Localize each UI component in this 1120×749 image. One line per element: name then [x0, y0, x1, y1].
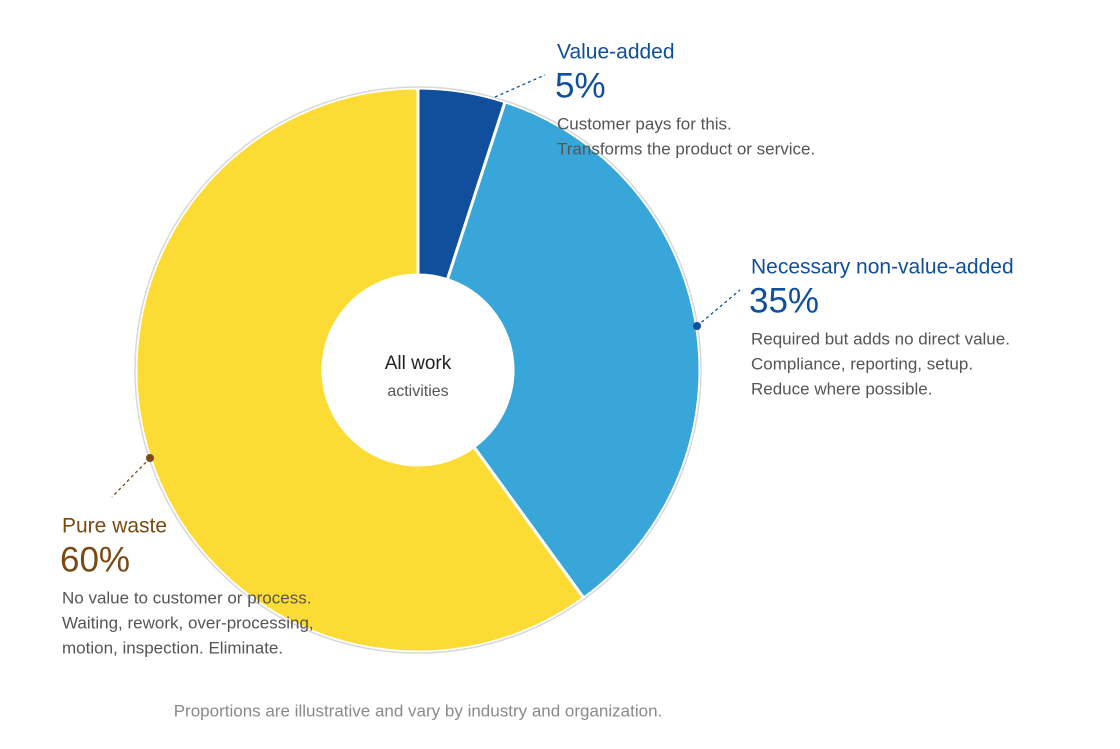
footnote: Proportions are illustrative and vary by…: [174, 701, 663, 720]
donut-outline: [134, 86, 702, 654]
label-description: Reduce where possible.: [751, 379, 932, 398]
label-description: Compliance, reporting, setup.: [751, 354, 973, 373]
leader-line: [696, 289, 741, 327]
label-name: Pure waste: [62, 515, 167, 538]
slice: [134, 86, 586, 654]
leader-dot: [146, 454, 154, 462]
donut: [134, 86, 702, 654]
label-name: Value-added: [557, 41, 675, 64]
center-subtitle: activities: [387, 383, 448, 400]
leader-line: [111, 457, 151, 498]
slice: [445, 99, 702, 601]
leader-dot: [693, 322, 701, 330]
label-description: Customer pays for this.: [557, 114, 732, 133]
label-description: motion, inspection. Eliminate.: [62, 638, 283, 657]
label-percent: 60%: [60, 540, 130, 579]
label-description: Transforms the product or service.: [557, 139, 815, 158]
label-description: Waiting, rework, over-processing,: [62, 613, 314, 632]
label-name: Necessary non-value-added: [751, 256, 1014, 279]
label-description: No value to customer or process.: [62, 588, 311, 607]
center-title: All work: [385, 353, 452, 374]
label-description: Required but adds no direct value.: [751, 329, 1010, 348]
label-percent: 5%: [555, 66, 606, 105]
label-percent: 35%: [749, 281, 819, 320]
leader-line: [494, 74, 546, 98]
